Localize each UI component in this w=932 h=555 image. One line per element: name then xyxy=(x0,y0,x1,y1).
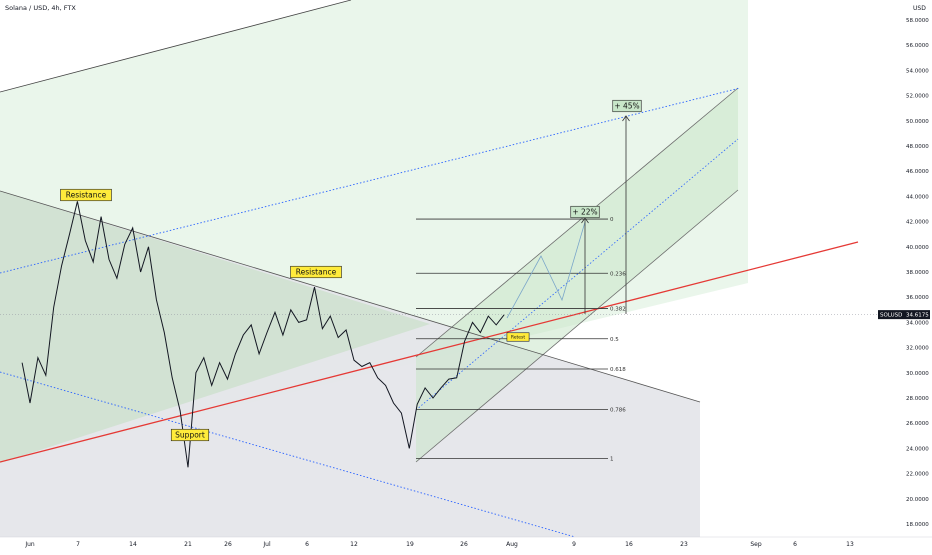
y-tick-label: 18.0000 xyxy=(906,522,929,528)
y-tick-label: 32.0000 xyxy=(906,346,929,352)
target-45-label-box xyxy=(612,99,642,113)
retest-label-text: Retest xyxy=(511,335,526,341)
target-22-label: + 22% xyxy=(570,205,600,219)
x-tick-label: Jul xyxy=(262,541,271,548)
y-tick-label: 42.0000 xyxy=(906,220,929,226)
y-tick-label: 56.0000 xyxy=(906,43,929,49)
x-tick-label: 7 xyxy=(76,541,80,548)
x-tick-label: 6 xyxy=(793,541,797,548)
x-tick-label: Aug xyxy=(506,541,518,548)
y-tick-label: 58.0000 xyxy=(906,18,929,24)
y-tick-label: 26.0000 xyxy=(906,421,929,427)
fib-level-label: 1 xyxy=(610,456,614,462)
fib-level-label: 0 xyxy=(610,217,614,223)
x-tick-label: Sep xyxy=(750,541,762,548)
support-resistance-red-line xyxy=(0,241,859,463)
x-tick-label: Jun xyxy=(24,541,35,548)
retest-label: Retest xyxy=(506,332,530,342)
y-tick-label: 36.0000 xyxy=(906,295,929,301)
x-tick-label: 26 xyxy=(224,541,232,548)
channel-lower-line xyxy=(415,189,739,463)
price-unit: USD xyxy=(913,5,926,12)
y-tick-label: 34.0000 xyxy=(906,320,929,326)
target-45-arrow-head xyxy=(622,115,630,122)
target-22-label-text: + 22% xyxy=(572,208,597,217)
y-tick-label: 20.0000 xyxy=(906,497,929,503)
x-tick-label: 12 xyxy=(350,541,358,548)
x-tick-label: 13 xyxy=(846,541,854,548)
last-price-label: 34.6175 xyxy=(906,313,929,319)
y-tick-label: 50.0000 xyxy=(906,119,929,125)
price-line xyxy=(21,201,505,468)
fib-level-label: 0.382 xyxy=(610,307,626,313)
resistance-label-1-box xyxy=(60,188,112,202)
y-tick-label: 54.0000 xyxy=(906,68,929,74)
fib-level-label: 0.786 xyxy=(610,407,626,413)
x-tick-label: 23 xyxy=(680,541,688,548)
x-tick-label: 6 xyxy=(305,541,309,548)
resistance-label-1-text: Resistance xyxy=(66,191,107,200)
y-tick-label: 38.0000 xyxy=(906,270,929,276)
channel-upper-line xyxy=(415,87,739,358)
channel-mid-line xyxy=(415,138,739,411)
resistance-label-1: Resistance xyxy=(60,188,112,202)
triangle-zone xyxy=(0,191,430,463)
resistance-label-2-text: Resistance xyxy=(296,268,337,277)
last-price-badge xyxy=(878,310,930,320)
y-tick-label: 30.0000 xyxy=(906,371,929,377)
fib-level-label: 0.5 xyxy=(610,337,619,343)
y-tick-label: 40.0000 xyxy=(906,245,929,251)
target-22-label-box xyxy=(570,205,600,219)
resistance-label-2-box xyxy=(290,265,342,279)
resistance-label-2: Resistance xyxy=(290,265,342,279)
y-tick-label: 28.0000 xyxy=(906,396,929,402)
chart-title: Solana / USD, 4h, FTX xyxy=(5,4,76,12)
symbol-label: SOLUSD xyxy=(880,313,902,319)
x-tick-label: 19 xyxy=(406,541,414,548)
support-label-text: Support xyxy=(175,431,205,440)
descending-resistance-line xyxy=(0,190,701,403)
retest-label-box xyxy=(506,332,530,342)
x-tick-label: 9 xyxy=(572,541,576,548)
support-label-box xyxy=(170,428,210,442)
x-tick-label: 21 xyxy=(184,541,192,548)
x-tick-label: 14 xyxy=(129,541,137,548)
support-label: Support xyxy=(170,428,210,442)
projected-path xyxy=(506,221,586,319)
fib-level-label: 0.236 xyxy=(610,271,626,277)
upper-dotted-line xyxy=(0,87,741,274)
y-tick-label: 48.0000 xyxy=(906,144,929,150)
x-tick-label: 26 xyxy=(460,541,468,548)
y-tick-label: 44.0000 xyxy=(906,194,929,200)
upper-parallel-line xyxy=(0,0,352,93)
y-tick-label: 22.0000 xyxy=(906,472,929,478)
target-45-label-text: + 45% xyxy=(614,102,639,111)
target-45-label: + 45% xyxy=(612,99,642,113)
y-tick-label: 46.0000 xyxy=(906,169,929,175)
fib-level-label: 0.618 xyxy=(610,367,626,373)
y-tick-label: 52.0000 xyxy=(906,94,929,100)
y-tick-label: 24.0000 xyxy=(906,446,929,452)
x-tick-label: 16 xyxy=(625,541,633,548)
